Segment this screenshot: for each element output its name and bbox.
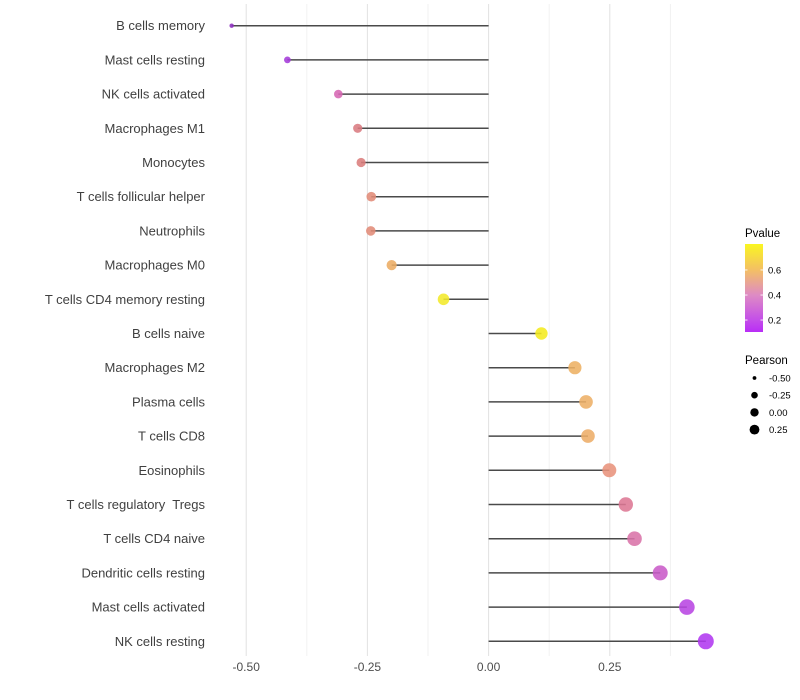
lollipop-dot bbox=[229, 23, 234, 28]
pearson-legend-label: 0.25 bbox=[769, 425, 788, 436]
lollipop-dot bbox=[353, 123, 363, 133]
pearson-legend-label: -0.25 bbox=[769, 391, 791, 402]
pearson-legend-label: 0.00 bbox=[769, 408, 788, 419]
lollipop-dot bbox=[386, 260, 397, 271]
y-axis-label: T cells regulatory Tregs bbox=[67, 497, 206, 512]
lollipop-dot bbox=[627, 531, 642, 546]
pearson-legend-dot bbox=[750, 408, 759, 417]
lollipop-dot bbox=[437, 293, 450, 306]
pearson-legend-dot bbox=[749, 424, 760, 435]
y-axis-label: T cells CD4 naive bbox=[103, 531, 205, 546]
y-axis-label: Macrophages M0 bbox=[105, 258, 205, 273]
lollipop-dot bbox=[618, 497, 633, 512]
y-axis-label: Macrophages M2 bbox=[105, 360, 205, 375]
y-axis-label: NK cells resting bbox=[115, 634, 205, 649]
lollipop-dot bbox=[366, 191, 377, 202]
pearson-legend-title: Pearson bbox=[745, 355, 788, 367]
y-axis-label: Mast cells resting bbox=[105, 52, 205, 67]
lollipop-dot bbox=[697, 633, 714, 650]
y-axis-label: Eosinophils bbox=[139, 463, 206, 478]
y-axis-label: NK cells activated bbox=[102, 87, 205, 102]
lollipop-dot bbox=[679, 599, 695, 615]
x-axis-tick-label: -0.50 bbox=[233, 660, 261, 674]
pearson-legend-dot bbox=[751, 391, 758, 399]
pvalue-tick-label: 0.4 bbox=[768, 291, 781, 302]
y-axis-label: Mast cells activated bbox=[92, 600, 205, 615]
y-axis-label: Monocytes bbox=[142, 155, 205, 170]
pvalue-colorbar bbox=[745, 244, 763, 332]
lollipop-dot bbox=[365, 226, 376, 236]
x-axis-tick-label: 0.25 bbox=[598, 660, 622, 674]
lollipop-dot bbox=[356, 157, 366, 168]
pvalue-legend-title: Pvalue bbox=[745, 228, 780, 240]
pvalue-tick-label: 0.2 bbox=[768, 316, 781, 327]
y-axis-label: Macrophages M1 bbox=[105, 121, 205, 136]
y-axis-label: Neutrophils bbox=[139, 223, 205, 238]
x-axis-tick-label: 0.00 bbox=[477, 660, 501, 674]
lollipop-dot bbox=[568, 361, 582, 375]
y-axis-label: B cells naive bbox=[132, 326, 205, 341]
y-axis-label: T cells CD4 memory resting bbox=[45, 292, 205, 307]
x-axis-tick-label: -0.25 bbox=[354, 660, 382, 674]
y-axis-label: B cells memory bbox=[116, 18, 205, 33]
lollipop-dot bbox=[535, 327, 548, 340]
y-axis-label: T cells follicular helper bbox=[77, 189, 206, 204]
lollipop-dot bbox=[579, 395, 593, 409]
lollipop-dot bbox=[581, 429, 595, 443]
y-axis-label: Dendritic cells resting bbox=[81, 565, 205, 580]
lollipop-dot bbox=[602, 463, 617, 478]
lollipop-dot bbox=[334, 89, 343, 99]
lollipop-dot bbox=[284, 56, 291, 64]
pvalue-tick-label: 0.6 bbox=[768, 265, 781, 276]
pearson-legend-label: -0.50 bbox=[769, 374, 791, 385]
y-axis-label: Plasma cells bbox=[132, 394, 205, 409]
lollipop-dot bbox=[652, 565, 668, 581]
y-axis-label: T cells CD8 bbox=[138, 429, 205, 444]
pearson-legend-dot bbox=[752, 376, 757, 380]
